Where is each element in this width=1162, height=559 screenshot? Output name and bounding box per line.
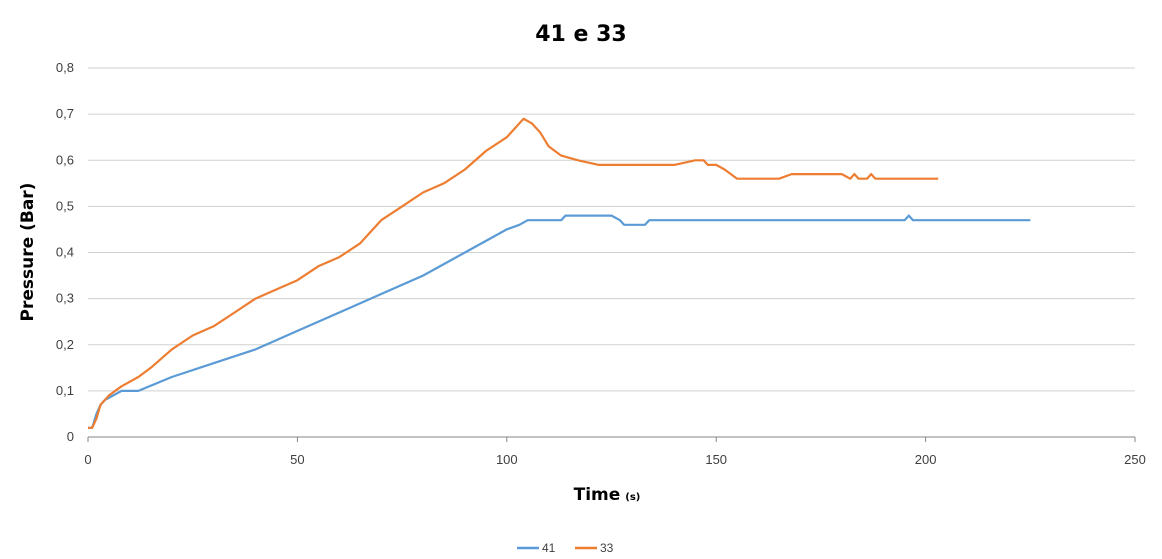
x-axis-title-unit: (s)	[625, 492, 640, 503]
legend-item-41: 41	[517, 541, 556, 555]
series-line-33	[88, 117, 939, 429]
gridlines	[88, 67, 1135, 392]
series-line-41	[88, 214, 1031, 429]
y-tick-label: 0	[67, 429, 74, 444]
y-tick-label: 0,3	[56, 291, 74, 306]
y-axis-title: Pressure (Bar)	[18, 183, 38, 322]
y-tick-label: 0,7	[56, 106, 74, 121]
y-tick-label: 0,8	[56, 60, 74, 75]
x-tick-label: 100	[496, 452, 518, 467]
y-axis-ticks: 0 0,1 0,2 0,3 0,4 0,5 0,6 0,7 0,8	[56, 60, 74, 444]
x-tick-label: 200	[915, 452, 937, 467]
legend-label: 41	[542, 541, 556, 555]
x-axis-title-label: Time	[574, 485, 621, 505]
x-axis-title: Time (s)	[574, 485, 641, 505]
legend-label: 33	[600, 541, 614, 555]
x-tick-label: 0	[84, 452, 91, 467]
x-tick-label: 150	[705, 452, 727, 467]
y-tick-label: 0,2	[56, 337, 74, 352]
x-tick-label: 50	[290, 452, 304, 467]
y-tick-label: 0,6	[56, 152, 74, 167]
legend-item-33: 33	[575, 541, 614, 555]
y-tick-label: 0,5	[56, 198, 74, 213]
series-lines	[88, 117, 1031, 429]
legend: 41 33	[517, 541, 614, 555]
x-axis-ticks: 0 50 100 150 200 250	[84, 437, 1146, 467]
y-tick-label: 0,4	[56, 245, 74, 260]
x-tick-label: 250	[1124, 452, 1146, 467]
y-tick-label: 0,1	[56, 383, 74, 398]
chart-title: 41 e 33	[535, 22, 626, 47]
